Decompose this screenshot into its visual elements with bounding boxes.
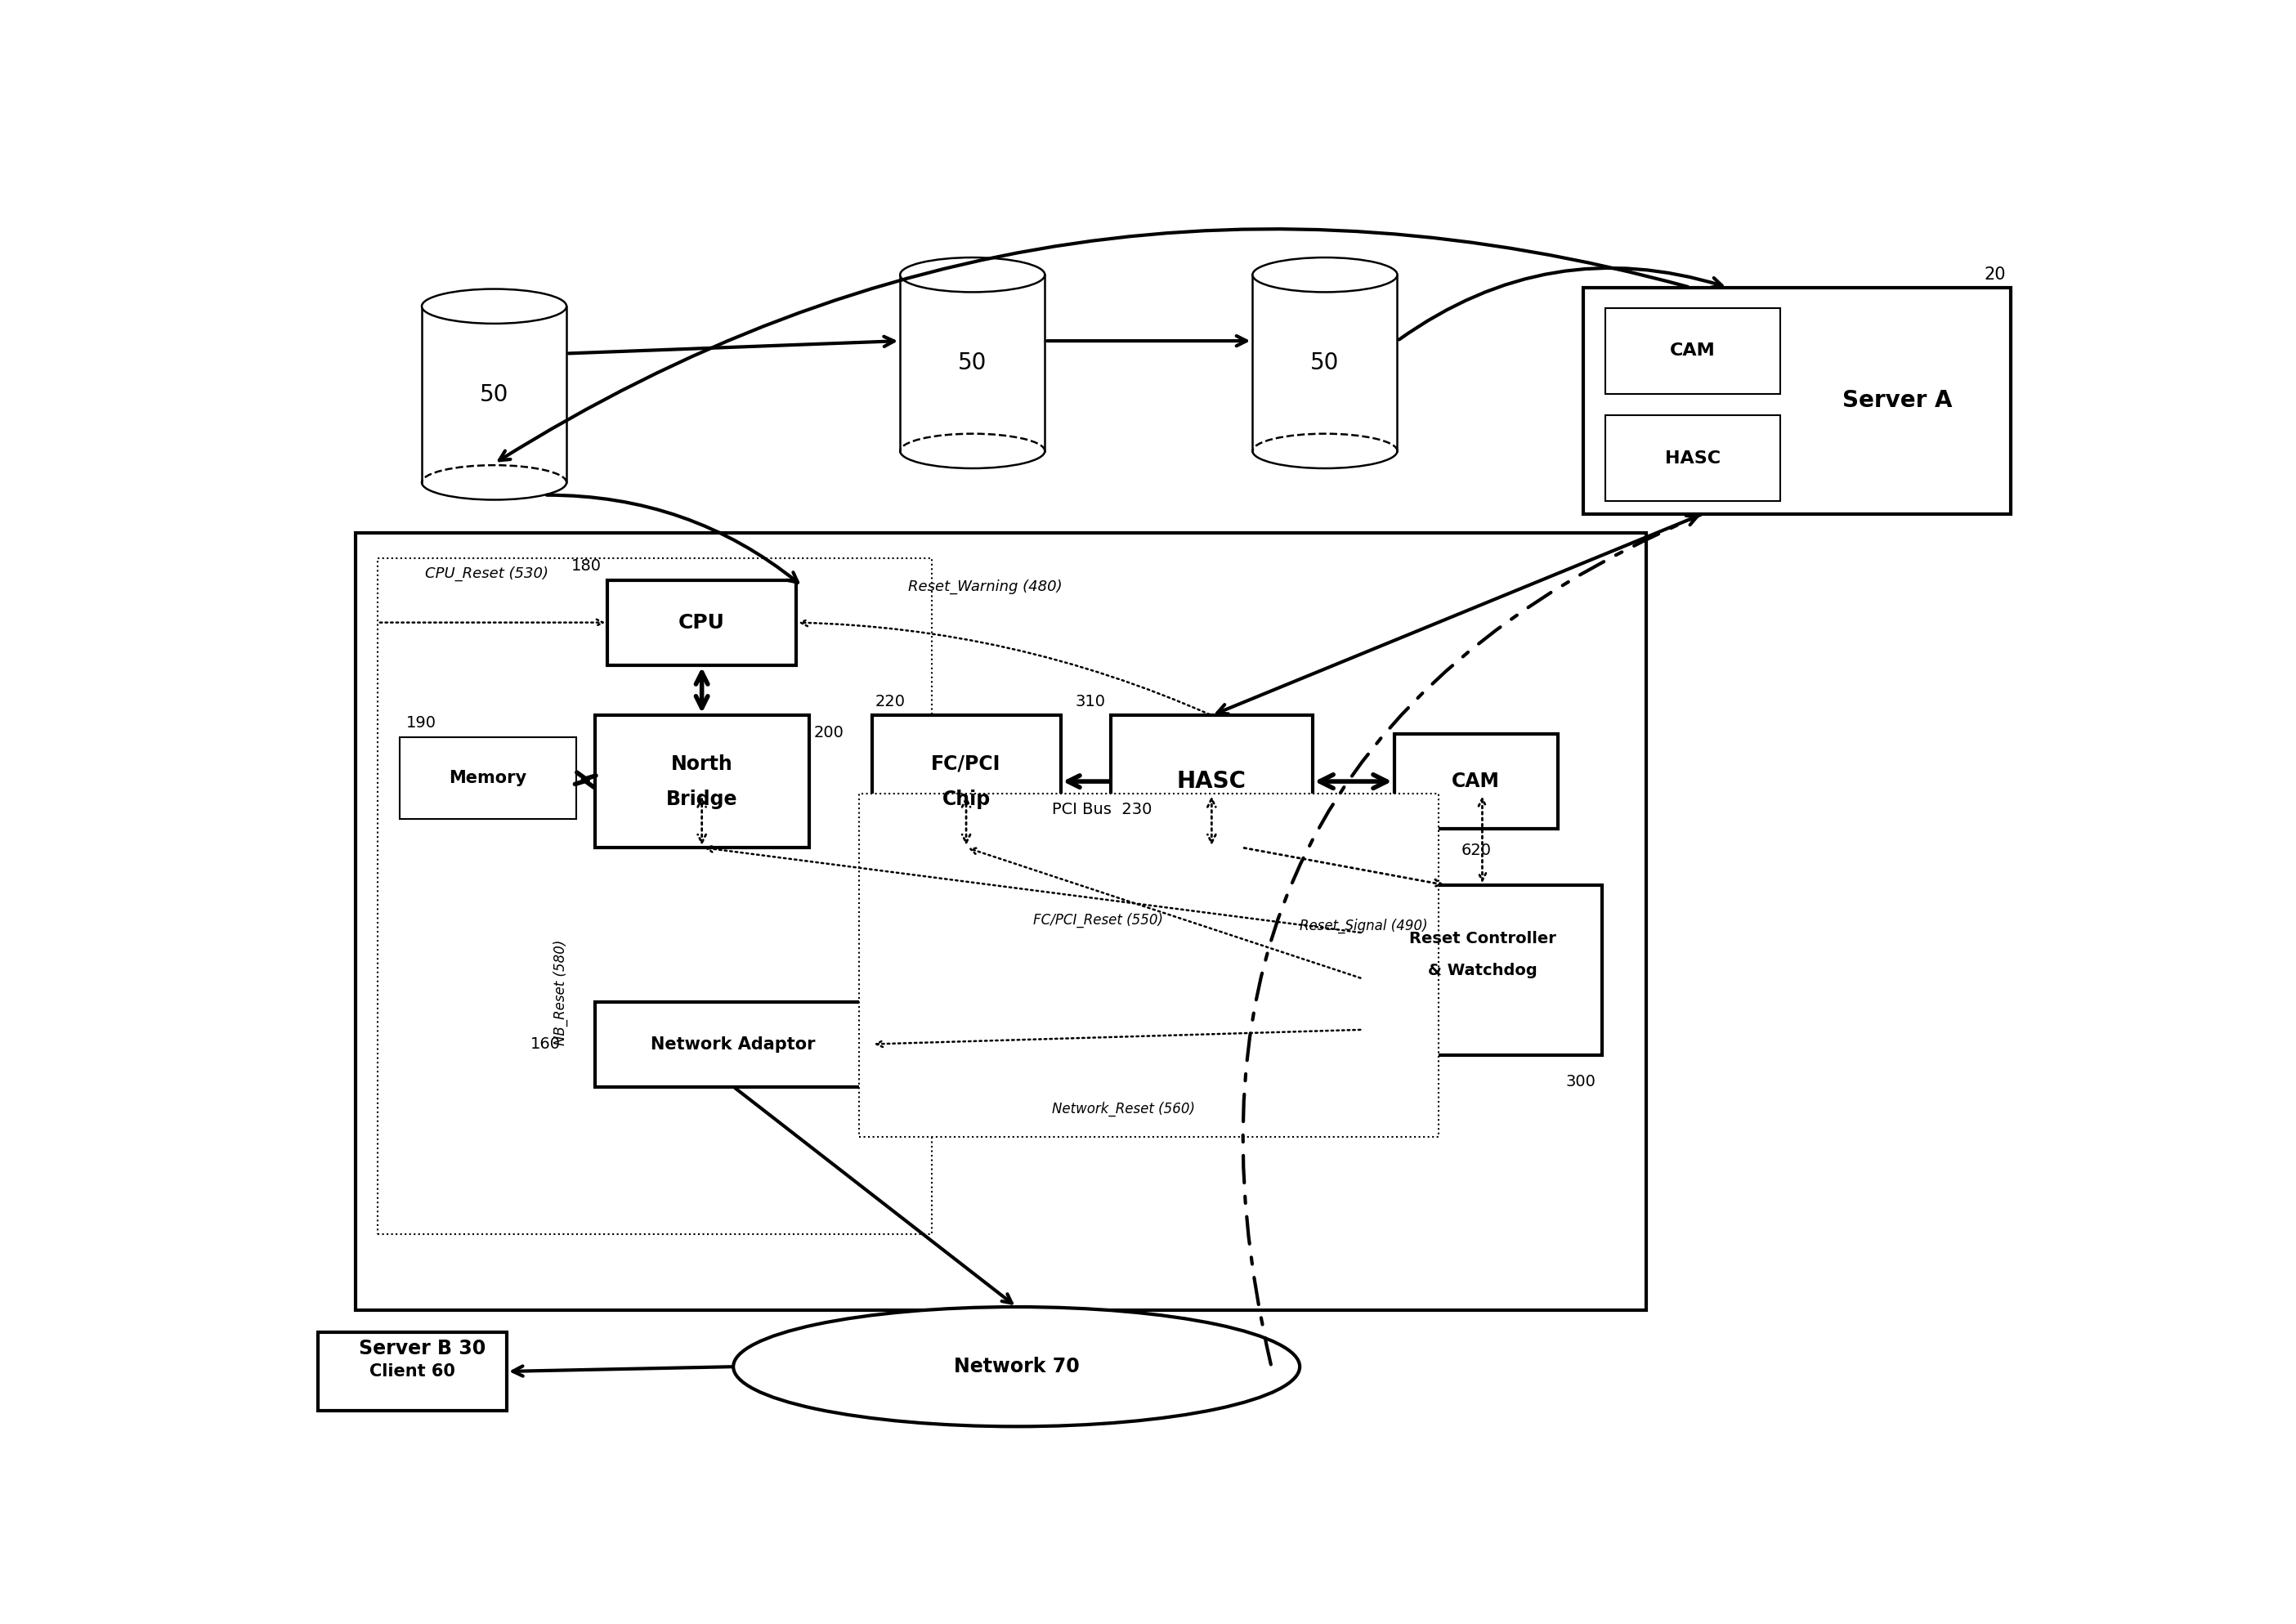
Text: CPU: CPU xyxy=(680,612,726,632)
Text: & Watchdog: & Watchdog xyxy=(1428,963,1536,978)
Bar xyxy=(859,794,1437,1137)
Ellipse shape xyxy=(900,258,1045,292)
Text: 50: 50 xyxy=(1311,351,1339,375)
Polygon shape xyxy=(900,274,1045,451)
Bar xyxy=(1394,734,1557,828)
Bar xyxy=(400,737,576,818)
Polygon shape xyxy=(422,307,567,482)
Bar xyxy=(608,580,797,664)
Text: 50: 50 xyxy=(957,351,987,375)
Text: 20: 20 xyxy=(1984,266,2007,283)
Text: 180: 180 xyxy=(572,559,602,573)
Text: Reset Controller: Reset Controller xyxy=(1410,931,1557,947)
Text: FC/PCI_Reset (550): FC/PCI_Reset (550) xyxy=(1033,913,1164,927)
Text: CPU_Reset (530): CPU_Reset (530) xyxy=(425,567,549,581)
Bar xyxy=(317,1332,507,1411)
Bar xyxy=(1605,309,1779,395)
Text: Client 60: Client 60 xyxy=(370,1363,455,1379)
Text: Reset_Signal (490): Reset_Signal (490) xyxy=(1300,919,1428,934)
Bar xyxy=(356,533,1646,1311)
Text: 300: 300 xyxy=(1566,1073,1596,1090)
Text: NB_Reset (580): NB_Reset (580) xyxy=(553,939,567,1046)
Text: Memory: Memory xyxy=(450,770,526,786)
Text: 200: 200 xyxy=(813,724,845,741)
Text: Reset_Warning (480): Reset_Warning (480) xyxy=(907,578,1063,594)
Text: PCI Bus  230: PCI Bus 230 xyxy=(1052,802,1153,817)
Text: Network_Reset (560): Network_Reset (560) xyxy=(1052,1101,1194,1116)
Text: 190: 190 xyxy=(406,716,436,731)
Bar xyxy=(379,559,932,1234)
Text: 620: 620 xyxy=(1460,843,1490,859)
Bar xyxy=(872,715,1061,848)
Bar xyxy=(1364,885,1603,1056)
Text: Network 70: Network 70 xyxy=(953,1358,1079,1377)
Text: Chip: Chip xyxy=(941,789,990,809)
Text: HASC: HASC xyxy=(1665,450,1720,466)
Bar xyxy=(595,1002,872,1086)
Ellipse shape xyxy=(1254,258,1398,292)
Bar xyxy=(1111,715,1313,848)
Text: Bridge: Bridge xyxy=(666,789,737,809)
Text: HASC: HASC xyxy=(1178,770,1247,793)
Text: 220: 220 xyxy=(875,693,905,710)
Text: CAM: CAM xyxy=(1451,771,1499,791)
Polygon shape xyxy=(1254,274,1398,451)
Bar xyxy=(1605,416,1779,502)
Bar xyxy=(595,715,808,848)
Bar xyxy=(1582,287,2011,513)
Text: North: North xyxy=(670,754,732,773)
Text: Server B 30: Server B 30 xyxy=(358,1338,487,1358)
Ellipse shape xyxy=(422,289,567,323)
Text: 310: 310 xyxy=(1075,693,1107,710)
Text: FC/PCI: FC/PCI xyxy=(932,754,1001,773)
Ellipse shape xyxy=(732,1307,1300,1426)
Text: 50: 50 xyxy=(480,383,510,406)
Text: Network Adaptor: Network Adaptor xyxy=(652,1036,815,1052)
Text: 160: 160 xyxy=(530,1036,560,1052)
Text: Server A: Server A xyxy=(1844,390,1952,412)
Text: CAM: CAM xyxy=(1669,343,1715,359)
